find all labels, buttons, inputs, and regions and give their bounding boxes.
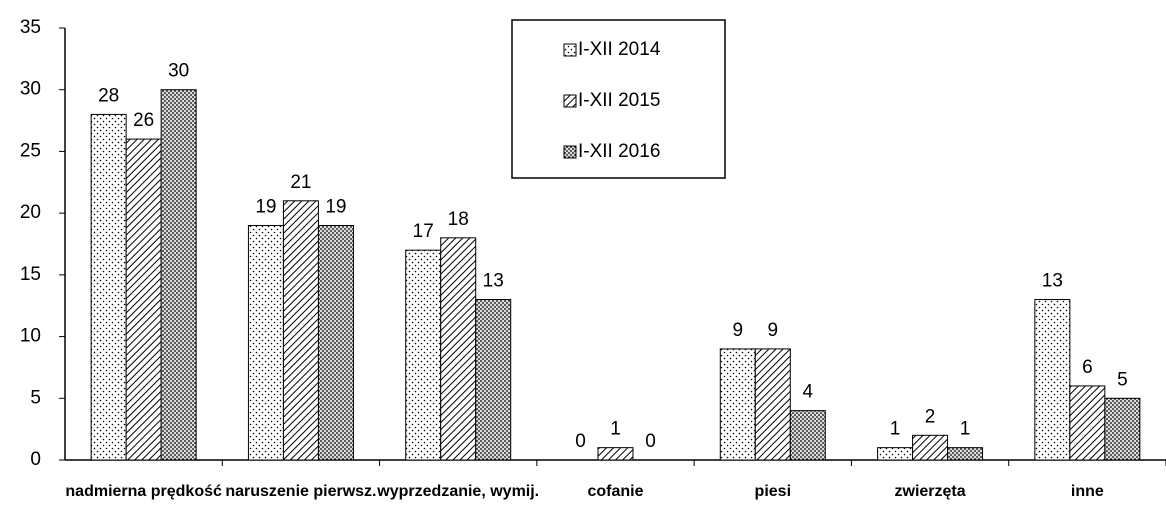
x-tick-label: naruszenie pierwsz. (225, 483, 376, 500)
x-tick-label: piesi (755, 483, 791, 500)
data-label: 9 (767, 320, 778, 341)
data-label: 17 (413, 221, 434, 242)
legend-label: I-XII 2015 (578, 90, 660, 111)
data-label: 21 (290, 172, 311, 193)
data-label: 9 (732, 320, 743, 341)
legend-box (511, 19, 726, 179)
data-label: 6 (1082, 357, 1093, 378)
bar (1034, 299, 1071, 461)
data-label: 13 (1042, 271, 1063, 292)
bar (282, 200, 319, 461)
data-label: 30 (168, 61, 189, 82)
bar (789, 410, 826, 461)
bar (90, 113, 127, 461)
bar (1104, 397, 1141, 461)
bar (912, 434, 949, 461)
data-label: 18 (448, 209, 469, 230)
legend-label: I-XII 2014 (578, 39, 661, 60)
y-tick-label: 30 (20, 79, 41, 100)
data-label: 1 (610, 419, 621, 440)
y-tick-label: 0 (30, 449, 41, 470)
bar (1069, 385, 1106, 461)
bar (247, 224, 284, 461)
data-label: 1 (960, 419, 971, 440)
data-label: 5 (1117, 369, 1128, 390)
bar (160, 89, 197, 461)
data-label: 1 (890, 419, 901, 440)
y-tick-label: 35 (20, 17, 41, 38)
data-label: 4 (802, 382, 813, 403)
bar (947, 447, 984, 461)
legend-swatch (563, 145, 577, 159)
x-tick-label: nadmierna prędkość (65, 483, 222, 500)
y-tick-label: 20 (20, 202, 41, 223)
x-tick-label: wyprzedzanie, wymij. (376, 483, 539, 500)
bar (125, 138, 162, 461)
y-tick-label: 25 (20, 140, 41, 161)
data-label: 19 (325, 197, 346, 218)
bar (405, 249, 442, 461)
data-label: 2 (925, 406, 936, 427)
data-label: 0 (645, 431, 656, 452)
legend-swatch (563, 43, 577, 57)
bar (754, 348, 791, 461)
bar (317, 224, 354, 461)
data-label: 28 (98, 85, 119, 106)
bar (475, 299, 512, 461)
x-tick-label: cofanie (587, 483, 643, 500)
data-label: 0 (575, 431, 586, 452)
bar (719, 348, 756, 461)
y-tick-label: 10 (20, 326, 41, 347)
legend-label: I-XII 2016 (578, 141, 660, 162)
legend-swatch (563, 94, 577, 108)
bar (597, 447, 634, 461)
data-label: 26 (133, 110, 154, 131)
bar (877, 447, 914, 461)
y-tick-label: 15 (20, 264, 41, 285)
bar (440, 237, 477, 461)
data-label: 19 (255, 197, 276, 218)
y-tick-label: 5 (30, 387, 41, 408)
x-tick-label: inne (1071, 483, 1104, 500)
x-tick-label: zwierzęta (895, 483, 966, 500)
data-label: 13 (483, 271, 504, 292)
